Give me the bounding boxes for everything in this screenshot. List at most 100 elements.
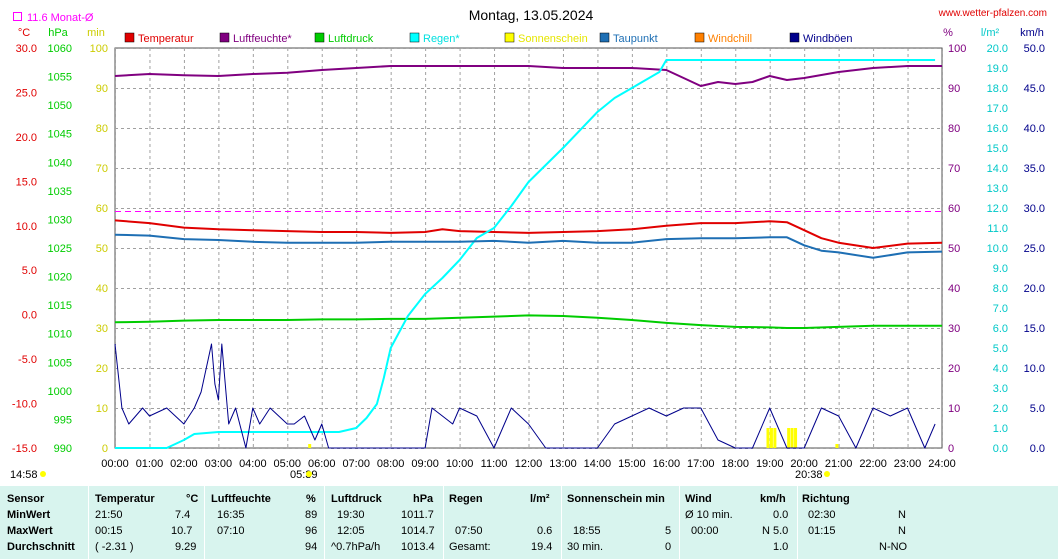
sunshine-axis-unit: min xyxy=(87,27,105,39)
sunshine-axis-tick: 90 xyxy=(96,83,108,95)
stats-value: N 5.0 xyxy=(762,525,789,537)
x-axis-tick: 01:00 xyxy=(136,458,164,470)
x-axis-tick: 19:00 xyxy=(756,458,784,470)
temp-axis-tick: -15.0 xyxy=(12,443,37,455)
x-axis-tick: 14:00 xyxy=(584,458,612,470)
stats-unit-pressure: hPa xyxy=(413,493,434,505)
x-axis-tick: 10:00 xyxy=(446,458,474,470)
stats-value: 5 xyxy=(665,525,672,537)
rain-axis-tick: 18.0 xyxy=(987,83,1008,95)
wind-axis-tick: 15.0 xyxy=(1024,323,1045,335)
sunshine-axis-tick: 60 xyxy=(96,203,108,215)
sunshine-bar xyxy=(769,428,773,448)
rain-axis-tick: 20.0 xyxy=(987,43,1008,55)
stats-value: 94 xyxy=(305,541,318,553)
x-axis-tick: 16:00 xyxy=(653,458,681,470)
sunshine-axis-tick: 20 xyxy=(96,363,108,375)
wind-axis-tick: 10.0 xyxy=(1024,363,1045,375)
rain-axis-tick: 2.0 xyxy=(993,403,1008,415)
x-axis-tick: 06:00 xyxy=(308,458,336,470)
wind-axis-tick: 0.0 xyxy=(1030,443,1045,455)
stats-col-temperature: Temperatur °C 21:50 7.4 00:15 10.7 ( -2.31 … xyxy=(95,486,200,559)
legend-label-gusts: Windböen xyxy=(803,33,853,45)
wind-axis-tick: 30.0 xyxy=(1024,203,1045,215)
stats-header-temperature: Temperatur xyxy=(95,493,155,505)
pressure-axis-tick: 1015 xyxy=(48,300,72,312)
rain-axis-tick: 13.0 xyxy=(987,183,1008,195)
monthly-avg-icon xyxy=(13,12,22,21)
rain-axis-tick: 0.0 xyxy=(993,443,1008,455)
x-axis-tick: 09:00 xyxy=(411,458,439,470)
rain-axis-tick: 1.0 xyxy=(993,423,1008,435)
x-axis-tick: 00:00 xyxy=(101,458,129,470)
rain-axis-tick: 12.0 xyxy=(987,203,1008,215)
sunshine-axis-tick: 0 xyxy=(102,443,108,455)
rain-axis-tick: 15.0 xyxy=(987,143,1008,155)
series-line-dewpoint xyxy=(114,233,943,259)
sunshine-bar xyxy=(835,444,839,448)
stats-unit-rain: l/m² xyxy=(530,493,550,505)
wind-axis-tick: 50.0 xyxy=(1024,43,1045,55)
humidity-axis-tick: 40 xyxy=(948,283,960,295)
legend-swatch-sunshine xyxy=(504,32,515,43)
stats-value: 0 xyxy=(665,541,672,553)
x-axis-tick: 24:00 xyxy=(928,458,956,470)
series-line-humidity xyxy=(114,65,942,87)
stats-col-rain: Regen l/m² 07:50 0.6 Gesamt: 19.4 xyxy=(449,486,559,559)
rain-axis-tick: 14.0 xyxy=(987,163,1008,175)
stats-time: 02:30 xyxy=(808,509,836,521)
stats-time: 00:15 xyxy=(95,525,123,537)
weather-chart: 30.0 25.0 20.0 15.0 10.0 5.0 0.0 -5.0 -10.0 -15.0… xyxy=(10,7,1047,481)
sunrise-time: 05:39 xyxy=(290,469,318,481)
pressure-axis-tick: 1025 xyxy=(48,243,72,255)
wind-axis-tick: 35.0 xyxy=(1024,163,1045,175)
stats-col-wind: Wind km/h Ø 10 min. 0.0 00:00 N 5.0 1.0 xyxy=(685,486,795,559)
stats-col-sensor: Sensor MinWert MaxWert Durchschnitt xyxy=(7,486,92,559)
pressure-axis-tick: 995 xyxy=(54,414,72,426)
time-stamp: 14:58 xyxy=(10,469,38,481)
humidity-axis-tick: 10 xyxy=(948,403,960,415)
humidity-axis-unit: % xyxy=(943,27,953,39)
sunshine-bar xyxy=(773,428,777,448)
legend-label-sunshine: Sonnenschein xyxy=(518,33,588,45)
stats-time: 07:10 xyxy=(217,525,245,537)
rain-axis-tick: 16.0 xyxy=(987,123,1008,135)
temp-axis-tick: 5.0 xyxy=(22,265,37,277)
pressure-axis-tick: 1000 xyxy=(48,386,72,398)
sunset-time: 20:38 xyxy=(795,469,823,481)
stats-value: 89 xyxy=(305,509,318,521)
series-line-rain xyxy=(115,59,936,449)
humidity-axis-tick: 70 xyxy=(948,163,960,175)
sunshine-bar xyxy=(308,444,312,448)
x-axis-tick: 20:00 xyxy=(790,458,818,470)
pressure-axis-tick: 1010 xyxy=(48,329,72,341)
x-axis-tick: 13:00 xyxy=(549,458,577,470)
stats-col-sunshine: Sonnenschein min 18:55 5 30 min. 0 xyxy=(567,486,677,559)
temp-axis-tick: 0.0 xyxy=(22,310,37,322)
stats-time: ^0.7hPa/h xyxy=(331,541,381,553)
stats-value: N xyxy=(898,525,906,537)
x-axis-tick: 05:00 xyxy=(274,458,302,470)
stats-unit-wind: km/h xyxy=(760,493,786,505)
stats-value: 1014.7 xyxy=(401,525,435,537)
x-axis-tick: 02:00 xyxy=(170,458,198,470)
chart-title: Montag, 13.05.2024 xyxy=(469,7,594,23)
stats-time: 30 min. xyxy=(567,541,604,553)
sun-icon xyxy=(40,471,46,477)
rain-axis-tick: 9.0 xyxy=(993,263,1008,275)
sunshine-axis-tick: 30 xyxy=(96,323,108,335)
pressure-axis-tick: 1030 xyxy=(48,214,72,226)
legend-label-humidity: Luftfeuchte* xyxy=(233,33,292,45)
sunshine-bar xyxy=(787,428,791,448)
pressure-axis-unit: hPa xyxy=(48,27,68,39)
sunshine-axis-tick: 80 xyxy=(96,123,108,135)
wind-axis-unit: km/h xyxy=(1020,27,1044,39)
stats-col-direction: Richtung 02:30 N 01:15 N N-NO xyxy=(802,486,912,559)
temp-axis-unit: °C xyxy=(18,27,30,39)
rain-axis-unit: l/m² xyxy=(981,27,1000,39)
stats-time: Gesamt: xyxy=(449,541,491,553)
x-axis-tick: 08:00 xyxy=(377,458,405,470)
legend-swatch-temperature xyxy=(124,32,135,43)
x-axis-tick: 22:00 xyxy=(859,458,887,470)
legend-label-windchill: Windchill xyxy=(708,33,752,45)
